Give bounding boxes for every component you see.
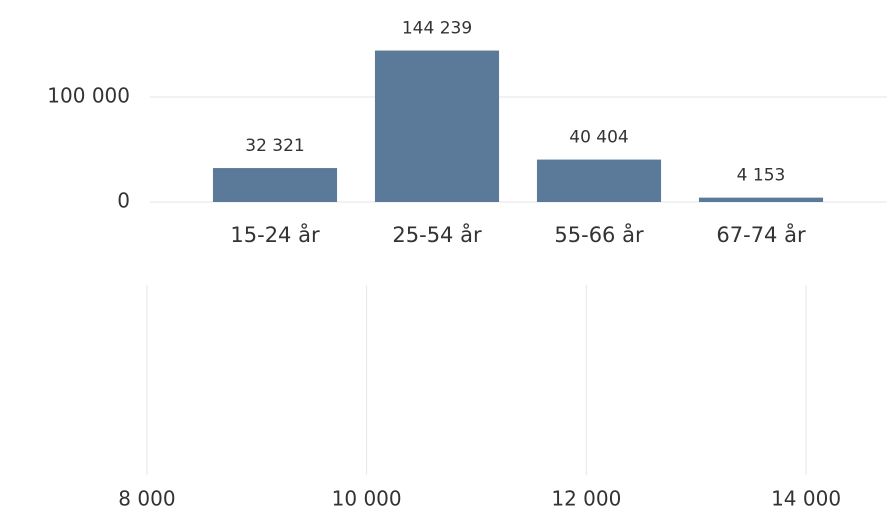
bar	[698, 197, 824, 202]
value-label: 32 321	[245, 136, 304, 156]
x-tick-label: 14 000	[771, 487, 841, 511]
x-tick-label: 12 000	[551, 487, 621, 511]
value-label: 40 404	[569, 128, 628, 148]
bar	[374, 50, 500, 203]
x-tick-label: 8 000	[118, 487, 175, 511]
bar	[536, 159, 662, 202]
value-label: 4 153	[737, 166, 786, 186]
y-tick-label: 100 000	[47, 84, 130, 108]
y-tick-label: 0	[117, 189, 130, 213]
x-tick-label: 15-24 år	[230, 222, 320, 247]
bar	[212, 168, 338, 202]
x-tick-label: 67-74 år	[716, 222, 806, 247]
x-tick-label: 25-54 år	[392, 222, 482, 247]
x-tick-label: 55-66 år	[554, 222, 644, 247]
value-label: 144 239	[402, 19, 472, 39]
x-tick-label: 10 000	[332, 487, 402, 511]
